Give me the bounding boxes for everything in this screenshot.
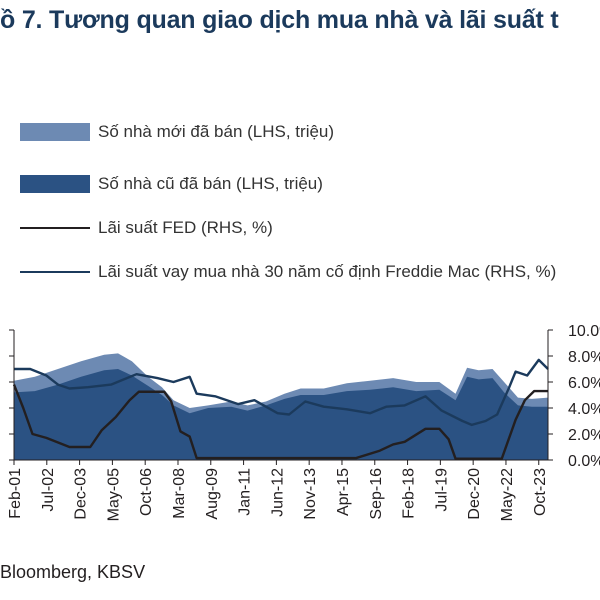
x-tick-label: Feb-18: [401, 468, 418, 519]
right-tick-label: 6.0%: [568, 375, 600, 392]
legend-label-new-homes: Số nhà mới đã bán (LHS, triệu): [98, 122, 335, 141]
x-tick-label: May-05: [105, 468, 122, 521]
legend-swatch-new-homes: [20, 123, 90, 141]
legend-item-new-homes: Số nhà mới đã bán (LHS, triệu): [20, 120, 334, 144]
right-tick-label: 0.0%: [568, 453, 600, 470]
x-tick-label: Aug-09: [204, 468, 221, 520]
x-tick-label: Jan-11: [237, 468, 254, 516]
right-tick-label: 2.0%: [568, 427, 600, 444]
right-tick-label: 4.0%: [568, 401, 600, 418]
x-tick-label: Apr-15: [335, 468, 352, 516]
x-tick-label: Sep-16: [368, 468, 385, 520]
x-tick-label: Oct-06: [138, 468, 155, 516]
x-tick-label: Feb-01: [7, 468, 24, 519]
legend-item-mortgage-rate: Lãi suất vay mua nhà 30 năm cố định Fred…: [20, 260, 556, 284]
chart-title: ồ 7. Tương quan giao dịch mua nhà và lãi…: [0, 6, 559, 34]
x-tick-label: Dec-03: [73, 468, 90, 520]
x-tick-label: Nov-13: [302, 468, 319, 520]
legend-swatch-mortgage-rate: [20, 271, 90, 273]
source-note: Bloomberg, KBSV: [0, 562, 146, 582]
right-tick-label: 10.0%: [568, 323, 600, 340]
chart-plot: 10.0% 8.0% 6.0% 4.0% 2.0% 0.0% Feb-01 Jul-02 Dec…: [7, 323, 600, 521]
x-tick-label: Jul-02: [40, 468, 57, 512]
line-series-3: [14, 358, 549, 427]
x-tick-label: Jul-19: [433, 468, 450, 512]
legend-label-mortgage-rate: Lãi suất vay mua nhà 30 năm cố định Fred…: [98, 262, 557, 281]
x-tick-label: Jun-12: [269, 468, 286, 517]
legend-label-fed-rate: Lãi suất FED (RHS, %): [98, 218, 273, 237]
legend-item-fed-rate: Lãi suất FED (RHS, %): [20, 216, 273, 240]
x-tick-label: May-22: [499, 468, 516, 521]
right-tick-label: 8.0%: [568, 349, 600, 366]
x-tick-label: Mar-08: [171, 468, 188, 519]
legend-item-existing-homes: Số nhà cũ đã bán (LHS, triệu): [20, 172, 323, 196]
x-tick-label: Dec-20: [466, 468, 483, 520]
legend-swatch-fed-rate: [20, 227, 90, 229]
x-tick-label: Oct-23: [532, 468, 549, 516]
legend-swatch-existing-homes: [20, 175, 90, 193]
line-series-2: [12, 384, 548, 460]
legend-label-existing-homes: Số nhà cũ đã bán (LHS, triệu): [98, 174, 323, 193]
